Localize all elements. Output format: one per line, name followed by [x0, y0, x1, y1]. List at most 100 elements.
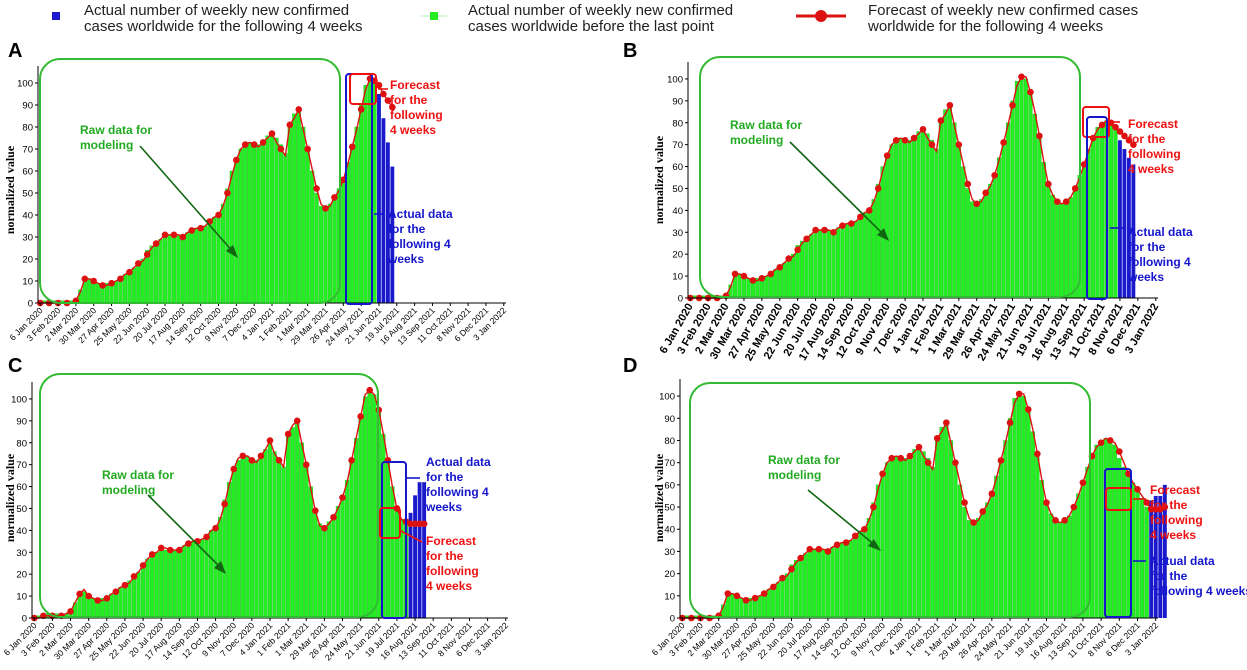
d-bar-green: [834, 544, 840, 619]
a-bar-green: [301, 126, 306, 304]
a-bar-blue: [377, 94, 381, 303]
d-bar-green: [930, 466, 935, 619]
b-forecast-point: [1112, 123, 1119, 131]
panel-d-raw-arrowhead: [868, 539, 881, 551]
c-bar-green: [331, 514, 336, 619]
b-ytick-label: 10: [672, 272, 683, 283]
d-ytick-label: 70: [664, 458, 675, 469]
d-ytick-label: 50: [664, 503, 675, 514]
a-forecast-point: [224, 189, 231, 197]
panel-b-actual-label-1: Actual data: [1128, 225, 1193, 239]
a-bar-green: [185, 232, 190, 304]
d-forecast-point: [970, 519, 977, 526]
panel-d-actual-label-1: Actual data: [1150, 554, 1215, 568]
d-bar-green: [757, 595, 762, 619]
a-forecast-point: [340, 176, 347, 184]
a-bar-green: [140, 258, 145, 304]
d-bar-green: [1026, 407, 1031, 619]
panel-b-forecast-label-1: Forecast: [1128, 117, 1178, 131]
c-bar-green: [367, 390, 372, 619]
panel-b: B normalized value 0 10 20 30 40 50 60 70 80 90 10…: [623, 40, 1193, 363]
panel-a-forecast-label-1: Forecast: [390, 78, 440, 92]
c-bar-green: [150, 554, 155, 619]
panel-b-actual-label-2: for the: [1128, 240, 1166, 254]
c-bar-green: [245, 455, 250, 619]
b-bar-green: [907, 140, 912, 299]
b-forecast-point: [1018, 73, 1025, 81]
b-forecast-point: [1062, 198, 1070, 205]
b-forecast-point: [749, 277, 757, 284]
d-ytick-label: 20: [664, 569, 675, 580]
a-bar-green: [113, 280, 119, 304]
panel-c-forecast-line: [30, 386, 428, 622]
d-forecast-point: [1070, 503, 1078, 511]
d-forecast-point: [1043, 499, 1050, 506]
d-forecast-point: [1143, 499, 1150, 506]
panel-d-forecast-box: [1105, 487, 1132, 511]
a-bar-green: [314, 192, 319, 304]
a-bar-green: [238, 148, 243, 304]
d-bar-green: [989, 491, 994, 619]
b-bar-green: [1046, 183, 1051, 299]
c-bar-green: [127, 580, 132, 619]
b-bar-green: [795, 245, 800, 299]
c-bar-green: [159, 549, 164, 619]
d-bar-blue: [1162, 484, 1167, 618]
c-forecast-point: [239, 452, 247, 460]
a-ytick-label: 90: [22, 101, 33, 112]
a-forecast-point: [117, 275, 124, 283]
c-bar-green: [177, 547, 182, 619]
panel-a-raw-arrow: [139, 145, 235, 254]
d-bar-green: [1144, 506, 1149, 619]
panel-a-actual-label-4: weeks: [387, 252, 424, 266]
b-bar-green: [925, 133, 930, 299]
d-bar-green: [948, 440, 953, 619]
c-bar-green: [231, 468, 236, 619]
panel-a-letter: A: [8, 40, 22, 62]
b-bar-green: [956, 144, 961, 299]
panel-d-forecast-label-3: following: [1150, 513, 1203, 527]
d-ytick-label: 30: [664, 547, 675, 558]
legend-green-label-1: Actual number of weekly new confirmed: [468, 2, 733, 19]
d-forecast-point: [797, 554, 804, 562]
d-bar-green: [789, 564, 794, 619]
a-forecast-point: [304, 145, 311, 153]
c-forecast-point: [85, 592, 92, 600]
b-bar-green: [974, 203, 979, 299]
c-bar-green: [385, 460, 390, 619]
a-bar-green: [363, 85, 368, 304]
d-forecast-point: [997, 457, 1005, 464]
b-forecast-point: [1080, 161, 1088, 168]
b-bar-green: [1068, 197, 1073, 299]
d-forecast-point: [933, 434, 941, 442]
panel-a-ylabel: normalized value: [3, 145, 17, 234]
b-forecast-point: [812, 226, 819, 234]
c-bar-green: [272, 451, 277, 619]
c-bar-green: [340, 495, 345, 619]
a-bar-green: [269, 131, 275, 304]
b-forecast-point: [830, 228, 837, 236]
b-bar-blue: [1122, 149, 1127, 298]
c-bar-green: [304, 464, 309, 619]
a-bar-green: [167, 234, 172, 304]
b-bar-green: [1014, 80, 1020, 299]
panel-d-raw-data-box: [689, 382, 1091, 618]
d-bar-green: [998, 458, 1004, 619]
c-bar-green: [227, 482, 232, 619]
d-forecast-point: [870, 503, 877, 511]
c-forecast-point: [275, 456, 283, 464]
d-forecast-point: [1079, 479, 1087, 486]
panel-a-raw-arrowhead: [226, 245, 238, 258]
c-bar-green: [163, 549, 168, 619]
d-forecast-point: [842, 539, 850, 546]
c-bar-green: [281, 466, 286, 619]
b-bar-green: [737, 273, 742, 299]
b-bar-green: [943, 109, 948, 299]
c-bar-blue: [413, 495, 418, 618]
c-forecast-point: [139, 562, 147, 569]
d-bar-green: [866, 517, 872, 619]
a-forecast-point: [99, 282, 106, 289]
c-forecast-point: [293, 417, 301, 425]
d-forecast-point: [1152, 505, 1160, 513]
